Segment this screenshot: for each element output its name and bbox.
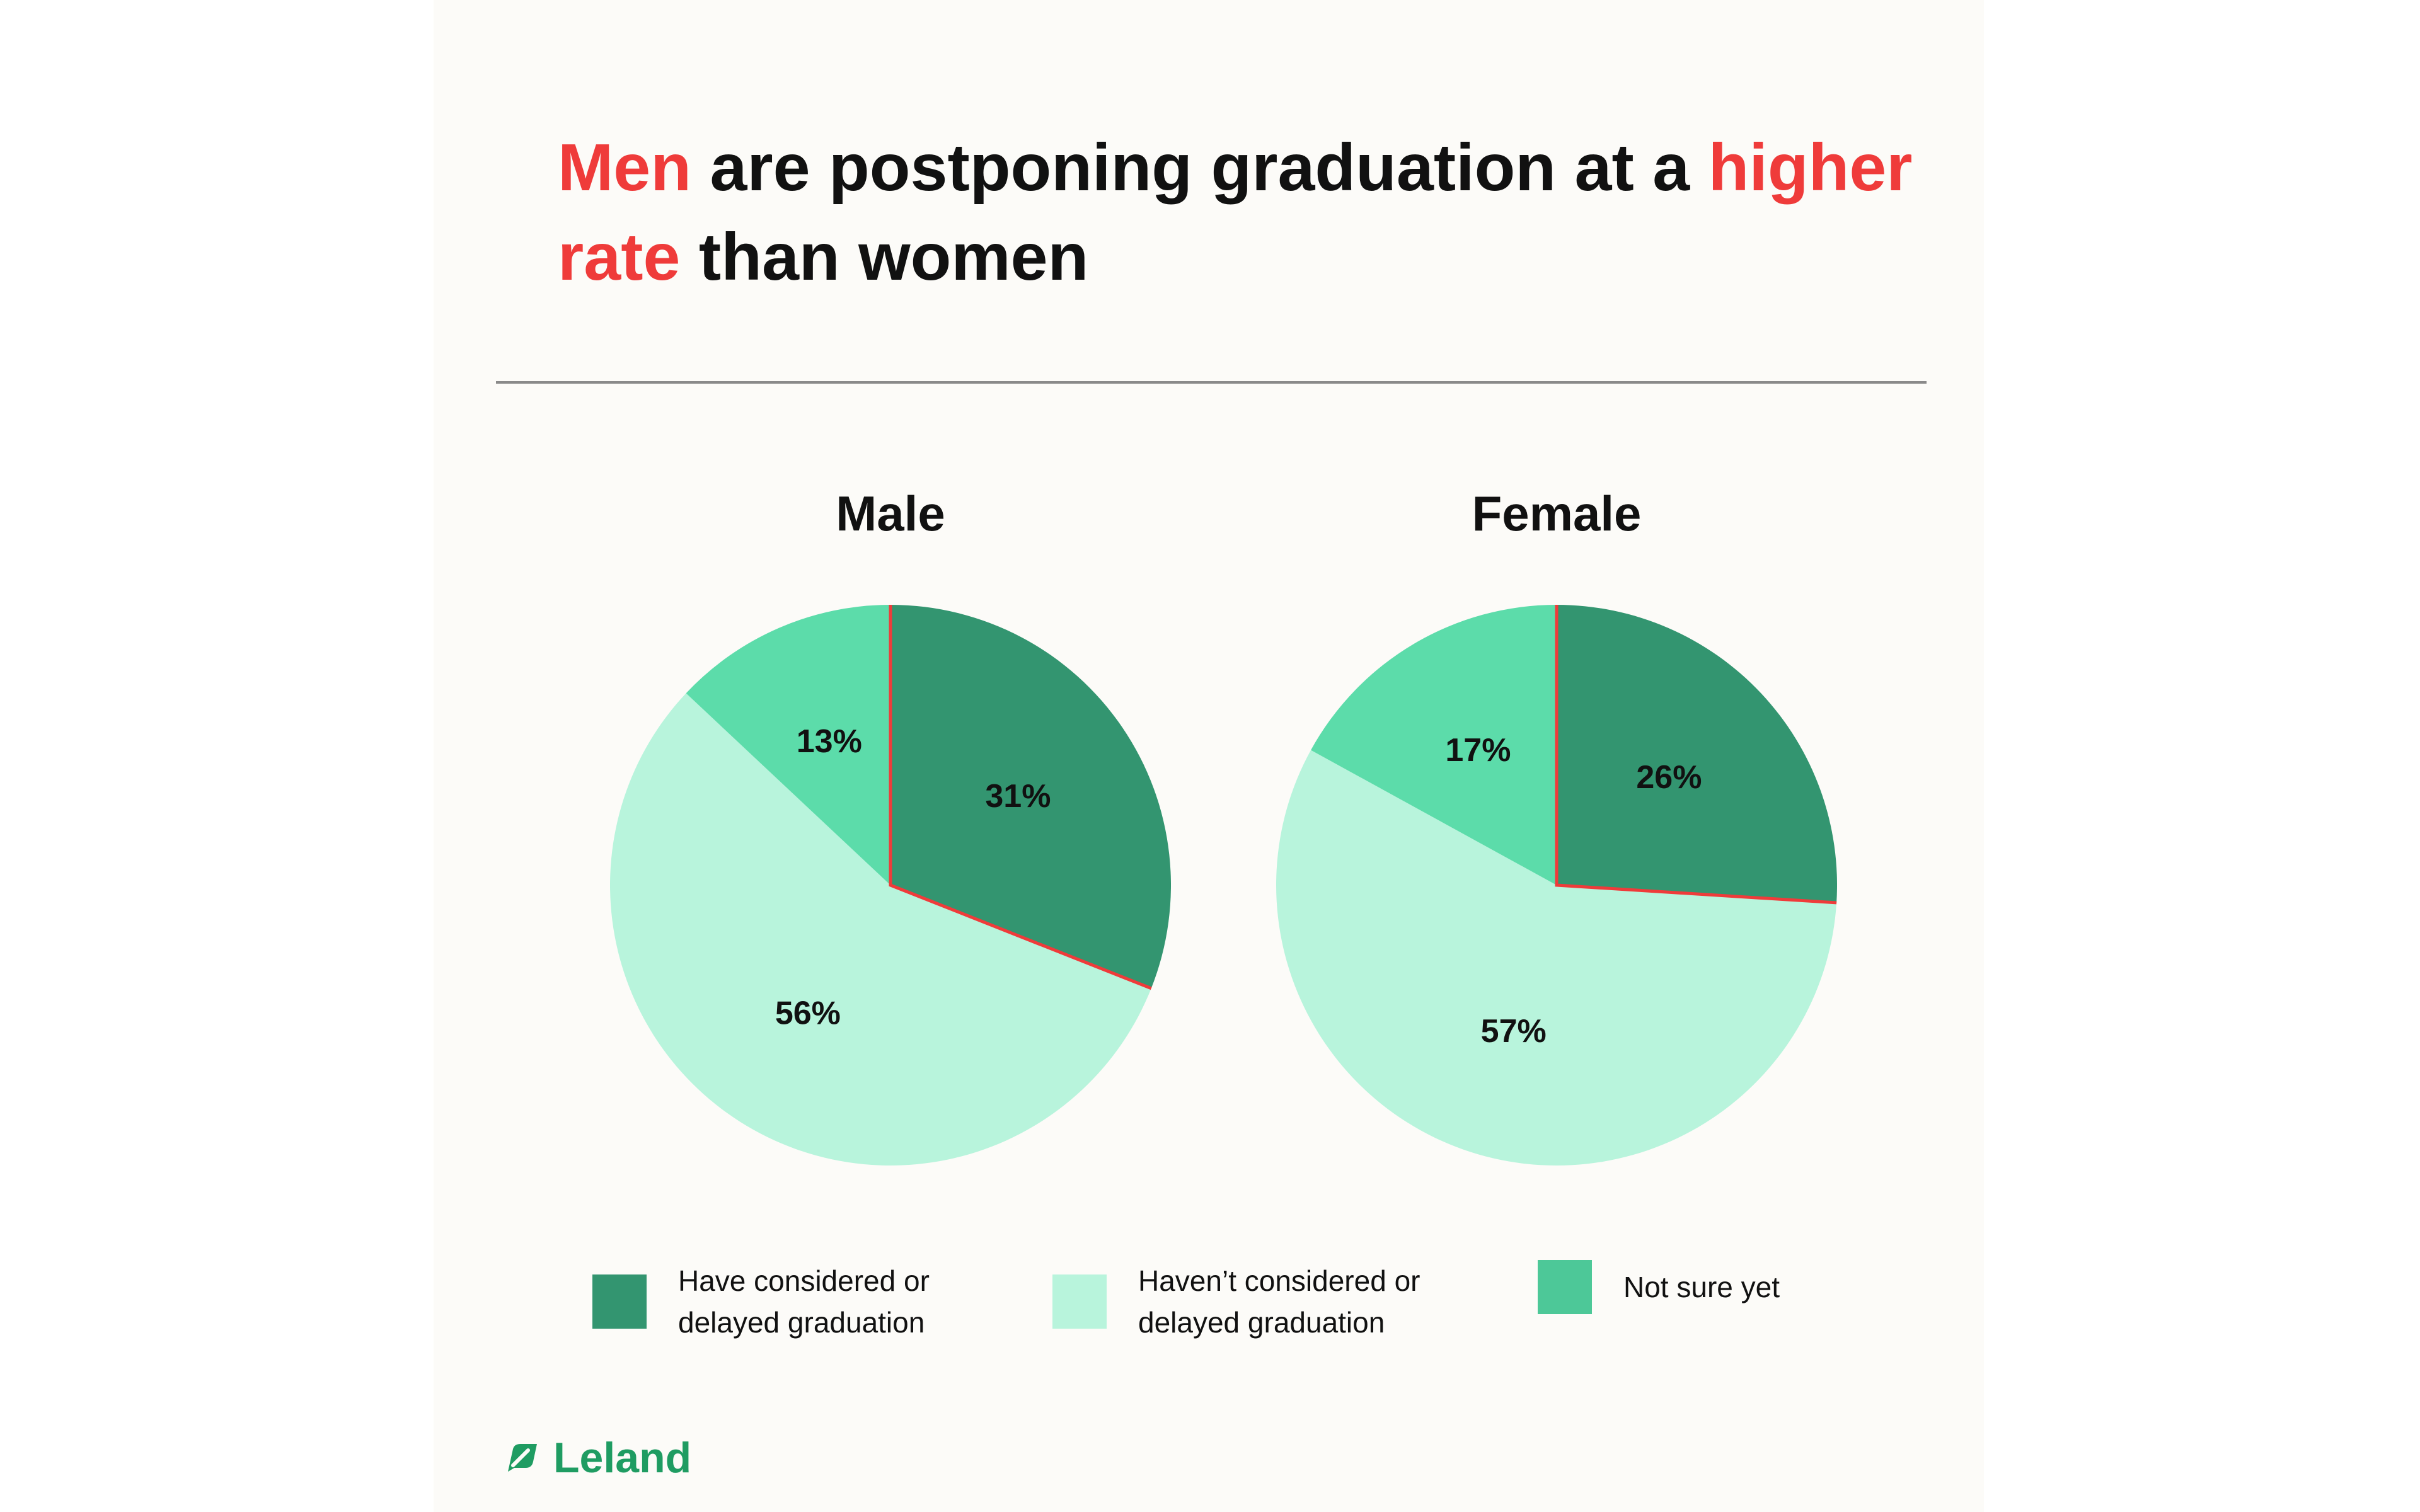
pie-boundary-male bbox=[889, 605, 1152, 990]
pie-title-male: Male bbox=[836, 486, 945, 541]
title-segment-0: Men bbox=[558, 130, 691, 205]
pie-label-male-not-sure: 13% bbox=[797, 723, 862, 760]
legend-item-not-sure: Not sure yet bbox=[1538, 1260, 1780, 1314]
divider bbox=[496, 381, 1927, 384]
pie-label-female-not-considered: 57% bbox=[1481, 1013, 1547, 1050]
legend-label-not-sure: Not sure yet bbox=[1623, 1271, 1780, 1303]
pie-title-female: Female bbox=[1472, 486, 1642, 541]
pie-slice-female-not-sure bbox=[1311, 605, 1557, 885]
pie-slice-male-not-considered bbox=[609, 693, 1151, 1166]
pie-slice-male-not-sure bbox=[686, 605, 890, 885]
pie-label-female-considered: 26% bbox=[1636, 759, 1702, 796]
logo-text: Leland bbox=[553, 1434, 692, 1482]
pie-label-male-considered: 31% bbox=[985, 778, 1051, 815]
chart-title: Men are postponing graduation at a highe… bbox=[558, 123, 1944, 302]
legend-item-not-considered: Haven’t considered or delayed graduation bbox=[1052, 1260, 1420, 1343]
pie-male: 31% 56% 13% bbox=[609, 605, 1171, 1166]
leland-logo: Leland bbox=[504, 1433, 691, 1482]
pie-label-female-not-sure: 17% bbox=[1445, 732, 1511, 769]
leaf-icon bbox=[508, 1444, 537, 1472]
pie-slice-female-considered bbox=[1557, 605, 1837, 903]
pie-slice-female-not-considered bbox=[1276, 750, 1837, 1166]
legend-swatch-considered bbox=[592, 1274, 647, 1329]
pie-label-male-not-considered: 56% bbox=[775, 995, 841, 1031]
legend-label-not-considered: Haven’t considered or delayed graduation bbox=[1138, 1264, 1420, 1339]
legend-item-considered: Have considered or delayed graduation bbox=[592, 1260, 930, 1343]
title-segment-1: are postponing graduation at a bbox=[691, 130, 1708, 205]
legend-swatch-not-considered bbox=[1052, 1274, 1107, 1329]
pie-slice-male-considered bbox=[890, 605, 1171, 988]
pie-boundary-female bbox=[1555, 605, 1837, 905]
legend-swatch-not-sure bbox=[1538, 1260, 1592, 1314]
title-segment-3: than women bbox=[680, 220, 1089, 294]
legend-label-considered: Have considered or delayed graduation bbox=[678, 1264, 930, 1339]
title-segment-2: higher rate bbox=[558, 130, 1913, 294]
pie-female: 26% 57% 17% bbox=[1276, 605, 1837, 1166]
